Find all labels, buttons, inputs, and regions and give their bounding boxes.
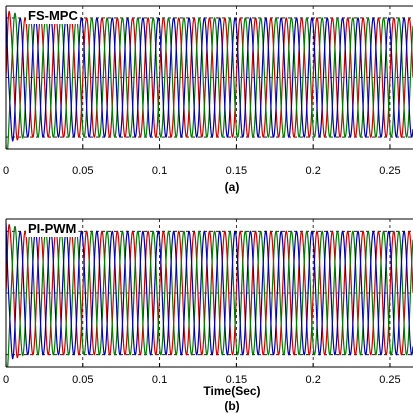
x-tick-label: 0.1 [152, 374, 167, 386]
x-tick-label: 0 [3, 374, 9, 386]
x-tick-label: 0.05 [72, 374, 93, 386]
x-tick-label: 0.15 [226, 165, 247, 177]
panel-title: PI-PWM [28, 221, 76, 236]
panel-title-background [26, 8, 80, 24]
x-tick-label: 0.1 [152, 165, 167, 177]
x-axis-label: Time(Sec) [203, 384, 260, 398]
panel-caption: (b) [224, 399, 239, 413]
panel-title: FS-MPC [28, 8, 78, 23]
panel-caption: (a) [225, 180, 240, 194]
series-line-3 [6, 222, 413, 360]
x-tick-label: 0.05 [72, 165, 93, 177]
x-tick-label: 0.25 [379, 165, 400, 177]
chart-panel-1: 0 0.05 0.1 0.15 0.2 0.25 FS-MPC (a) [3, 5, 413, 194]
x-tick-label: 0.2 [306, 374, 321, 386]
panel-title-background [26, 221, 79, 237]
x-tick-label: 0 [3, 165, 9, 177]
x-tick-label: 0.25 [379, 374, 400, 386]
chart-panel-2: 0 0.05 0.1 0.15 0.2 0.25 PI-PWM Time(Sec)(b) [3, 218, 413, 413]
x-tick-label: 0.2 [306, 165, 321, 177]
x-tick-label: 0.15 [226, 374, 247, 386]
series-line-3 [6, 9, 413, 142]
